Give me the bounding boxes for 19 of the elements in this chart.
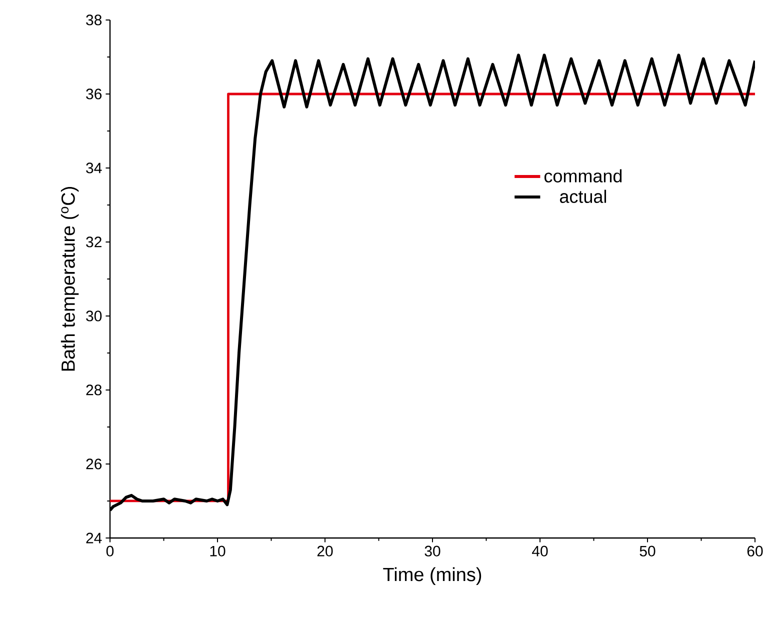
- legend-label: command: [544, 169, 622, 182]
- x-tick-label: 20: [317, 546, 333, 556]
- x-tick-label: 30: [424, 546, 440, 556]
- x-tick-label: 0: [106, 546, 114, 556]
- x-axis-title: Time (mins): [383, 567, 482, 585]
- y-tick-label: 28: [86, 384, 102, 396]
- y-tick-label: 36: [86, 88, 102, 100]
- y-tick-label: 38: [86, 14, 102, 26]
- x-tick-label: 60: [747, 546, 763, 556]
- x-tick-label: 50: [640, 546, 656, 556]
- y-tick-label: 24: [86, 532, 102, 544]
- y-tick-label: 32: [86, 236, 102, 248]
- x-tick-label: 40: [532, 546, 548, 556]
- y-tick-label: 34: [86, 162, 102, 174]
- y-tick-label: 26: [86, 458, 102, 470]
- y-tick-label: 30: [86, 310, 102, 322]
- x-tick-label: 10: [210, 546, 226, 556]
- legend-label: actual: [560, 190, 606, 203]
- y-axis-title: Bath temperature ($^{o}$C): [60, 187, 79, 371]
